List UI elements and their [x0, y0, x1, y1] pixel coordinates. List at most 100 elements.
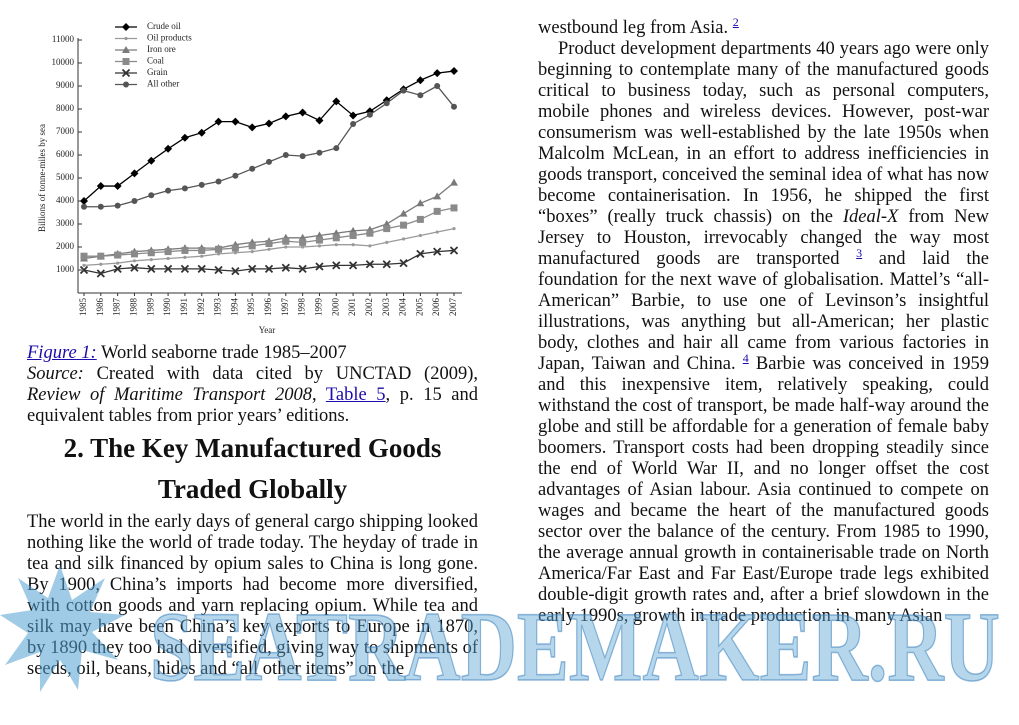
x-tick-label: 2005	[414, 298, 424, 317]
x-tick-label: 2007	[448, 298, 458, 317]
marker	[349, 111, 358, 120]
y-tick-label: 8000	[56, 103, 75, 113]
marker	[233, 251, 237, 255]
x-tick-label: 1992	[196, 298, 206, 316]
marker	[316, 149, 323, 156]
marker	[385, 240, 389, 244]
marker	[433, 207, 441, 215]
marker	[301, 245, 305, 249]
legend-label: Oil products	[147, 33, 192, 43]
marker	[214, 265, 223, 275]
y-tick-label: 1000	[56, 264, 75, 274]
paragraph: The world in the early days of general c…	[27, 512, 478, 679]
marker	[96, 182, 105, 191]
marker	[434, 83, 441, 89]
marker	[81, 203, 87, 210]
marker	[123, 81, 129, 88]
source-text: , p. 15 and equivalent tables from prior…	[27, 385, 478, 426]
legend-label: Iron ore	[147, 44, 176, 54]
marker	[148, 192, 155, 199]
marker	[215, 245, 223, 253]
marker	[298, 264, 307, 273]
marker	[122, 46, 130, 53]
marker	[266, 158, 272, 165]
marker	[332, 234, 340, 242]
marker	[80, 197, 88, 205]
marker	[124, 36, 128, 41]
y-tick-label: 11000	[52, 34, 75, 44]
marker	[99, 262, 103, 266]
x-tick-label: 1991	[179, 298, 189, 316]
marker	[250, 250, 254, 254]
footnote-link[interactable]: 4	[742, 350, 749, 365]
series-line	[84, 85, 455, 208]
legend-label: Crude oil	[147, 21, 181, 31]
marker	[231, 267, 240, 276]
x-tick-label: 1990	[162, 298, 172, 317]
marker	[450, 67, 458, 76]
marker	[317, 244, 322, 248]
marker	[214, 117, 223, 126]
marker	[147, 264, 156, 273]
table-link[interactable]: Table 5	[325, 385, 386, 405]
marker	[248, 264, 257, 273]
marker	[416, 249, 425, 259]
marker	[114, 251, 122, 259]
marker	[366, 111, 373, 118]
marker	[197, 128, 206, 137]
text: Barbie was conceived in 1959 and this in…	[538, 354, 989, 626]
marker	[181, 185, 188, 192]
right-column: westbound leg from Asia. 2 Product devel…	[538, 14, 989, 627]
marker	[332, 261, 341, 270]
marker	[401, 237, 406, 241]
footnote-link[interactable]: 2	[732, 14, 739, 29]
marker	[315, 262, 324, 271]
marker	[435, 230, 439, 234]
marker	[97, 203, 104, 210]
legend-label: Grain	[147, 67, 168, 77]
marker	[383, 100, 390, 107]
x-tick-label: 1997	[280, 298, 290, 317]
marker	[232, 172, 239, 179]
marker	[197, 264, 206, 273]
marker	[96, 269, 105, 278]
text: Product development departments 40 years…	[538, 39, 989, 227]
marker	[264, 264, 274, 273]
x-tick-label: 2000	[330, 298, 340, 317]
marker	[97, 252, 105, 260]
x-tick-label: 1987	[112, 298, 122, 317]
marker	[113, 182, 122, 191]
paragraph: Product development departments 40 years…	[538, 39, 989, 627]
marker	[121, 68, 131, 78]
marker	[298, 108, 307, 117]
y-tick-label: 9000	[56, 80, 75, 90]
figure-link[interactable]: Figure 1:	[27, 343, 97, 363]
x-tick-label: 1996	[263, 298, 273, 317]
marker	[183, 255, 187, 259]
marker	[122, 58, 130, 65]
footnote-link[interactable]: 3	[856, 245, 863, 260]
marker	[382, 260, 391, 269]
marker	[348, 261, 358, 270]
marker	[299, 238, 307, 246]
marker	[164, 248, 172, 256]
marker	[282, 237, 290, 245]
marker	[334, 243, 338, 247]
marker	[164, 144, 173, 153]
marker	[450, 204, 458, 212]
x-tick-label: 2004	[398, 298, 408, 317]
marker	[231, 244, 239, 252]
y-tick-label: 2000	[56, 241, 75, 251]
marker	[249, 165, 256, 172]
marker	[265, 119, 273, 128]
marker	[368, 244, 372, 248]
marker	[416, 76, 425, 85]
x-tick-label: 1985	[78, 298, 88, 317]
x-axis-label: Year	[259, 325, 276, 335]
legend-label: All other	[147, 79, 179, 89]
marker	[114, 202, 121, 209]
marker	[332, 97, 341, 106]
marker	[248, 242, 256, 250]
series-line	[83, 182, 455, 260]
x-tick-label: 2001	[347, 298, 357, 316]
